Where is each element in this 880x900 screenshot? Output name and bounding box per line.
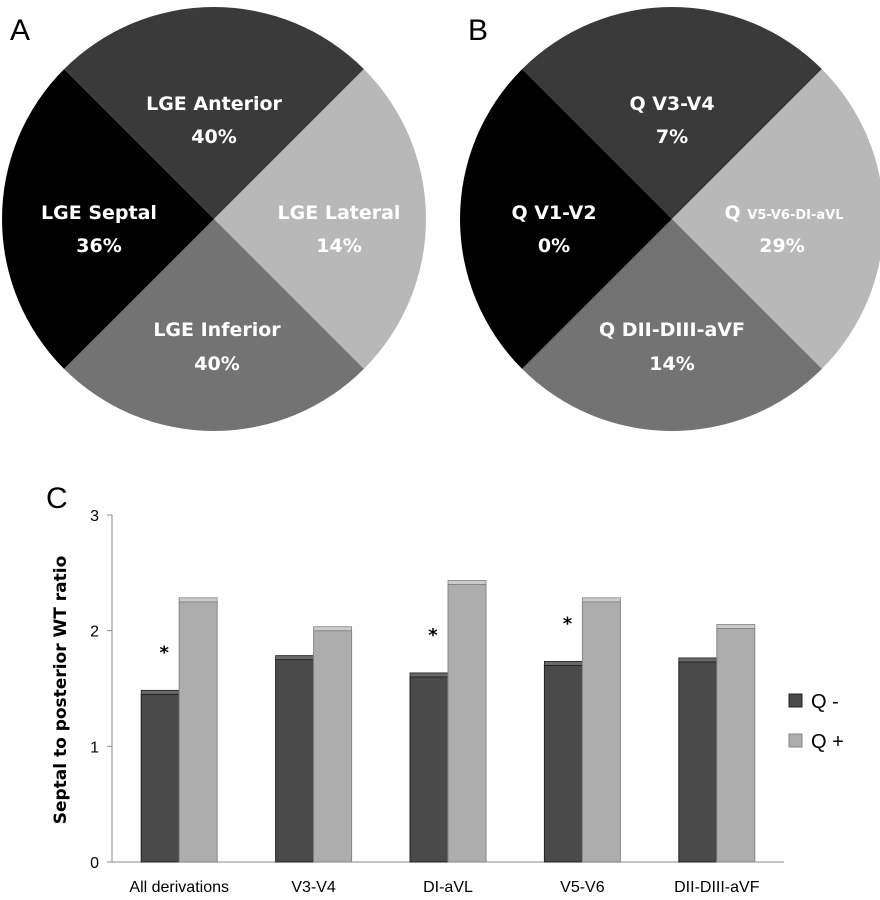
legend-swatch-q-plus xyxy=(788,733,803,748)
y-tick-label: 3 xyxy=(90,508,99,525)
bar-q-minus xyxy=(678,661,718,863)
x-category-label: DII-DIII-aVF xyxy=(674,879,760,896)
bar-q-minus xyxy=(275,659,315,863)
bar-top-cap xyxy=(178,597,218,603)
pie-b-slice-v1-v2 xyxy=(460,69,672,369)
bar-top-cap xyxy=(678,657,718,663)
x-category-label: V5-V6 xyxy=(560,879,605,896)
y-axis-label: Septal to posterior WT ratio xyxy=(51,556,71,825)
legend-swatch-q-minus xyxy=(788,693,803,708)
bar-chart-wt-ratio: 0 1 2 3 All derivations V3-V4 DI-aVL V5-V6 DII-… xyxy=(51,508,844,896)
bar-q-minus xyxy=(140,693,180,863)
x-category-label: All derivations xyxy=(129,879,229,896)
pie-b-pct-v1-v2: 0% xyxy=(538,235,570,257)
pie-a-slice-septal xyxy=(2,69,214,369)
bar-series xyxy=(140,580,756,863)
pie-a-label-septal: LGE Septal xyxy=(41,202,157,224)
x-axis-categories: All derivations V3-V4 DI-aVL V5-V6 DII-DIII-… xyxy=(129,879,759,896)
x-category-label: V3-V4 xyxy=(291,879,336,896)
bar-q-minus xyxy=(543,664,583,863)
panel-letter-b: B xyxy=(468,14,488,47)
legend-label-q-minus: Q - xyxy=(811,691,839,713)
pie-a-slice-inferior xyxy=(64,219,364,431)
panel-letter-c: C xyxy=(46,482,68,515)
bar-top-cap xyxy=(140,689,180,695)
panel-letter-a: A xyxy=(10,14,30,47)
pie-b-label-v3-v4: Q V3-V4 xyxy=(629,93,714,115)
pie-b-slice-dii-diii-avf xyxy=(522,219,822,431)
bar-top-cap xyxy=(409,672,449,678)
legend-label-q-plus: Q + xyxy=(811,731,844,753)
legend: Q - Q + xyxy=(788,691,844,753)
bar-top-cap xyxy=(447,580,487,585)
pie-a-pct-inferior: 40% xyxy=(194,353,239,375)
significance-star: * xyxy=(563,613,573,634)
pie-chart-q-waves: Q V3-V4 7% Q V5-V6-DI-aVL 29% Q DII-DIII… xyxy=(460,7,880,431)
bar-q-plus xyxy=(447,583,487,863)
y-tick-label: 1 xyxy=(90,739,99,756)
pie-b-label-v1-v2: Q V1-V2 xyxy=(511,202,596,224)
bar-top-cap xyxy=(313,626,353,632)
y-tick-label: 0 xyxy=(90,855,99,872)
pie-b-slice-v5-v6-di-avl xyxy=(672,69,880,369)
bar-top-cap xyxy=(582,597,621,603)
significance-star: * xyxy=(428,625,438,646)
pie-a-label-lateral: LGE Lateral xyxy=(278,202,401,224)
pie-b-pct-v3-v4: 7% xyxy=(656,126,688,148)
y-tick-label: 2 xyxy=(90,624,99,641)
bar-q-plus xyxy=(313,630,353,863)
bar-top-cap xyxy=(716,624,756,629)
significance-markers: * * * xyxy=(159,613,572,663)
pie-b-pct-dii-diii-avf: 14% xyxy=(649,353,694,375)
significance-star: * xyxy=(159,642,169,663)
pie-a-slice-lateral xyxy=(214,69,426,369)
bar-q-plus xyxy=(716,627,756,863)
pie-a-label-inferior: LGE Inferior xyxy=(153,319,281,341)
pie-b-pct-v5-v6-di-avl: 29% xyxy=(759,235,804,257)
pie-b-slice-v3-v4 xyxy=(522,7,822,219)
bar-q-plus xyxy=(178,601,218,863)
pie-a-label-anterior: LGE Anterior xyxy=(146,93,282,115)
pie-b-label-v5-v6-di-avl: Q V5-V6-DI-aVL xyxy=(725,202,844,224)
bar-top-cap xyxy=(544,661,583,666)
y-axis-ticks: 0 1 2 3 xyxy=(90,508,112,872)
pie-chart-lge: LGE Anterior 40% LGE Lateral 14% LGE Inf… xyxy=(2,7,426,431)
bar-q-minus xyxy=(409,676,449,863)
pie-a-pct-septal: 36% xyxy=(76,235,121,257)
pie-a-pct-lateral: 14% xyxy=(316,235,361,257)
x-category-label: DI-aVL xyxy=(423,879,473,896)
pie-a-pct-anterior: 40% xyxy=(191,126,236,148)
pie-b-label-dii-diii-avf: Q DII-DIII-aVF xyxy=(599,319,745,341)
bar-top-cap xyxy=(275,655,315,660)
bar-q-plus xyxy=(581,601,621,863)
pie-a-slice-anterior xyxy=(64,7,364,220)
